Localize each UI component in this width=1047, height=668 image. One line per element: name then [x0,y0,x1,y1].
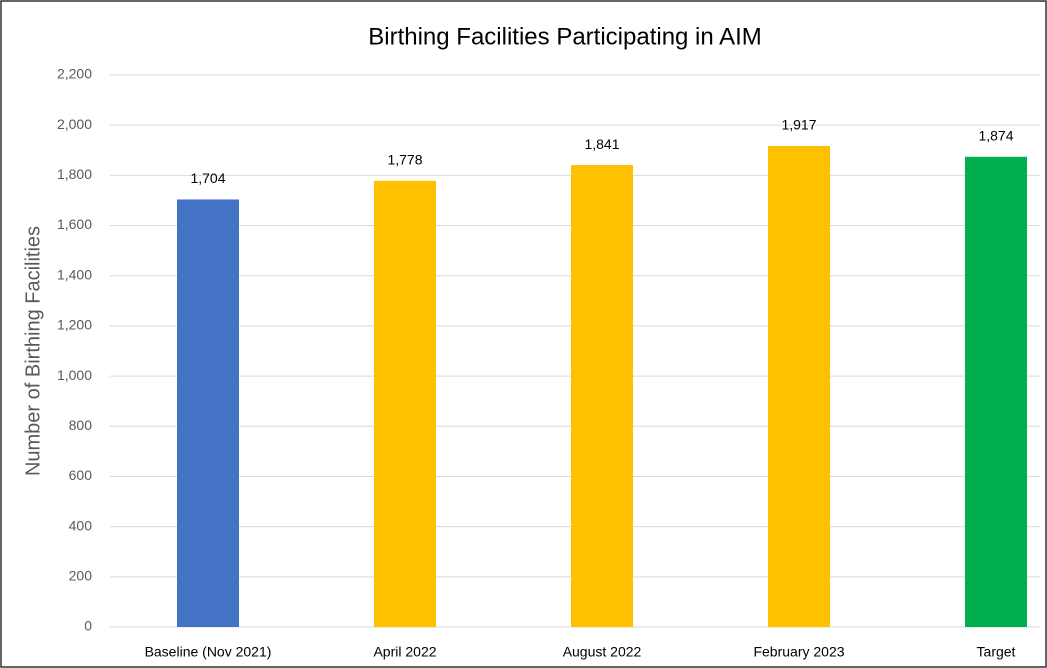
y-tick-label: 600 [69,467,93,483]
y-tick-label: 200 [69,568,93,584]
bar [768,146,830,628]
bar [177,199,239,627]
y-tick-label: 400 [69,517,93,533]
x-tick-label: February 2023 [753,644,844,660]
bar [965,156,1027,627]
x-tick-label: Baseline (Nov 2021) [145,644,272,660]
x-tick-label: August 2022 [563,644,642,660]
y-tick-label: 1,200 [57,317,92,333]
y-tick-label: 800 [69,417,93,433]
y-tick-label: 1,400 [57,266,92,282]
bar [374,180,436,627]
bar [571,165,633,628]
y-axis-label: Number of Birthing Facilities [22,226,44,476]
y-tick-label: 2,200 [57,66,92,82]
y-tick-label: 1,000 [57,367,92,383]
x-tick-label: April 2022 [373,644,436,660]
y-tick-label: 1,800 [57,166,92,182]
data-label: 1,778 [387,152,422,168]
y-tick-label: 1,600 [57,216,92,232]
data-label: 1,841 [584,136,619,152]
y-tick-label: 0 [84,618,92,634]
data-label: 1,917 [781,117,816,133]
chart-title: Birthing Facilities Participating in AIM [368,23,762,50]
x-tick-label: Target [977,644,1016,660]
data-label: 1,874 [978,127,1013,143]
y-tick-label: 2,000 [57,116,92,132]
data-label: 1,704 [190,170,225,186]
